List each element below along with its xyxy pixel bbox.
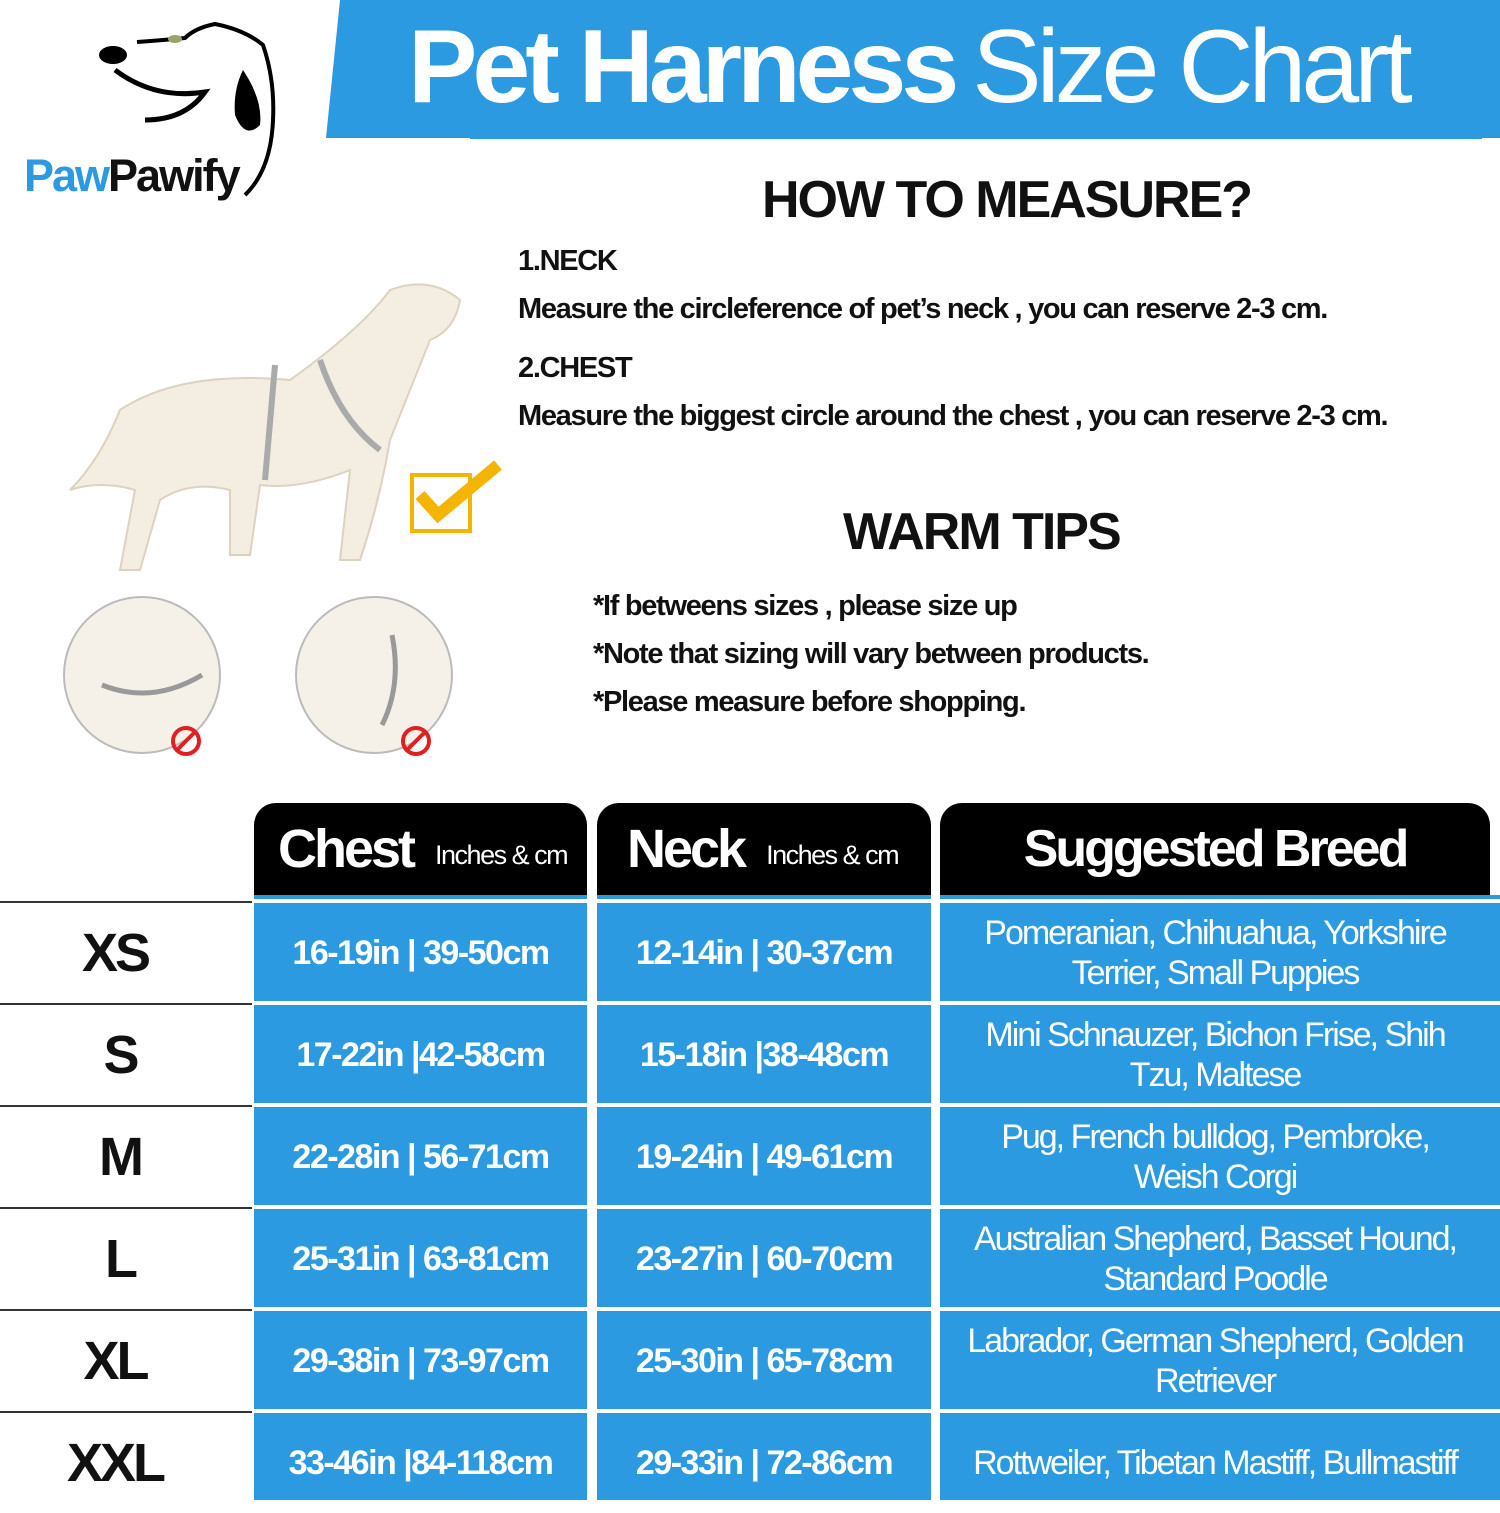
chest-value: 33-46in |84-118cm [288, 1443, 554, 1482]
neck-value: 23-27in | 60-70cm [635, 1239, 894, 1278]
checkbox-icon [410, 473, 472, 533]
breed-value: Mini Schnauzer, Bichon Frise, Shih Tzu, … [985, 1016, 1446, 1094]
header-chest-label: Chest [278, 819, 416, 879]
size-label: M [99, 1127, 144, 1187]
neck-value: 12-14in | 30-37cm [635, 933, 894, 972]
neck-value: 19-24in | 49-61cm [635, 1137, 894, 1176]
step-label: 1.NECK [518, 245, 618, 277]
title-underline [470, 136, 1482, 139]
neck-value: 29-33in | 72-86cm [635, 1443, 894, 1482]
row-divider [0, 1105, 252, 1107]
brand-logo: PawPawify [24, 150, 241, 202]
chest-value: 16-19in | 39-50cm [292, 933, 550, 972]
header-neck-label: Neck [627, 819, 747, 879]
size-label: XXL [66, 1433, 166, 1493]
breed-value: Pomeranian, Chihuahua, Yorkshire Terrier… [984, 914, 1447, 992]
size-label: L [105, 1229, 138, 1289]
incorrect-fit-photos [63, 596, 453, 756]
chest-value: 17-22in |42-58cm [296, 1035, 546, 1074]
size-label: XS [81, 923, 151, 983]
row-divider [0, 1207, 252, 1209]
brand-part1: Paw [24, 150, 110, 201]
header-neck-unit: Inches & cm [766, 839, 900, 870]
breed-value: Pug, French bulldog, Pembroke, Weish Cor… [1001, 1118, 1431, 1196]
tip: *If betweens sizes , please size up [593, 590, 1018, 622]
chest-column [254, 895, 587, 1500]
chest-value: 22-28in | 56-71cm [292, 1137, 550, 1176]
header-breed: Suggested Breed [940, 803, 1490, 895]
header-neck: Neck Inches & cm [597, 803, 931, 895]
dog-photo [69, 283, 502, 571]
row-divider [0, 1411, 252, 1413]
neck-value: 15-18in |38-48cm [639, 1035, 890, 1074]
row-divider [0, 1309, 252, 1311]
no-sign-icon [401, 726, 431, 756]
header-chest: Chest Inches & cm [254, 803, 587, 895]
breed-column [940, 895, 1500, 1500]
chest-value: 25-31in | 63-81cm [292, 1239, 550, 1278]
header-chest-unit: Inches & cm [435, 839, 569, 870]
row-divider [0, 1003, 252, 1005]
dog-logo-icon [99, 21, 276, 197]
row-divider [0, 901, 252, 903]
neck-value: 25-30in | 65-78cm [635, 1341, 894, 1380]
breed-value: Rottweiler, Tibetan Mastiff, Bullmastiff [973, 1444, 1459, 1482]
row-divider [252, 1001, 1500, 1005]
step-text: Measure the circleference of pet’s neck … [518, 293, 1328, 325]
size-label: XL [83, 1331, 149, 1391]
breed-value: Labrador, German Shepherd, Golden Retrie… [967, 1322, 1464, 1400]
page-title: Pet Harness Size Chart [408, 9, 1413, 125]
tip: *Please measure before shopping. [593, 686, 1027, 718]
brand-part2: Pawify [108, 150, 241, 201]
row-divider [252, 1307, 1500, 1311]
no-sign-icon [171, 726, 201, 756]
how-to-measure-heading: HOW TO MEASURE? [762, 171, 1253, 229]
step-text: Measure the biggest circle around the ch… [518, 400, 1389, 432]
title-banner [326, 0, 1500, 138]
row-divider [252, 1205, 1500, 1209]
row-divider [252, 1409, 1500, 1413]
chest-value: 29-38in | 73-97cm [292, 1341, 550, 1380]
neck-column [597, 895, 931, 1500]
warm-tips-heading: WARM TIPS [843, 503, 1122, 561]
size-label: S [103, 1025, 139, 1085]
title-light: Size Chart [972, 9, 1413, 125]
row-divider [252, 899, 1500, 903]
row-divider [252, 1103, 1500, 1107]
title-bold: Pet Harness [408, 9, 959, 125]
breed-value: Australian Shepherd, Basset Hound, Stand… [973, 1220, 1458, 1298]
tip: *Note that sizing will vary between prod… [593, 638, 1150, 670]
header-breed-label: Suggested Breed [1023, 820, 1410, 878]
step-label: 2.CHEST [518, 352, 633, 384]
checkmark-icon [415, 460, 502, 524]
